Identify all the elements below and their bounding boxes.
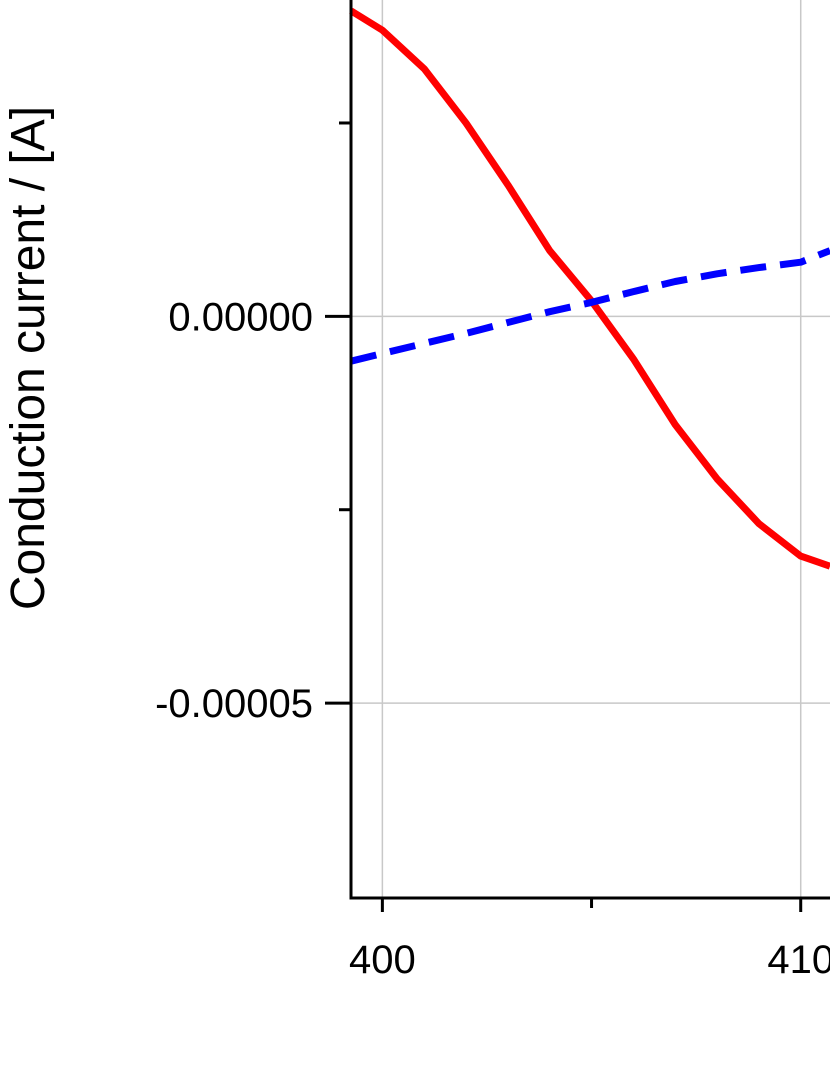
tick-labels: 400 410 0.00000 -0.00005 xyxy=(155,295,830,982)
series-line-2 xyxy=(350,247,830,365)
grid xyxy=(351,0,830,898)
y-tick-label: 0.00000 xyxy=(168,295,313,339)
series-line-1 xyxy=(349,7,830,570)
y-axis-title: Conduction current / [A] xyxy=(2,106,55,610)
axes xyxy=(325,0,830,912)
x-tick-label: 400 xyxy=(349,938,416,982)
x-tick-label: 410 xyxy=(767,938,830,982)
plot-area xyxy=(349,7,830,570)
y-tick-label: -0.00005 xyxy=(155,682,313,726)
